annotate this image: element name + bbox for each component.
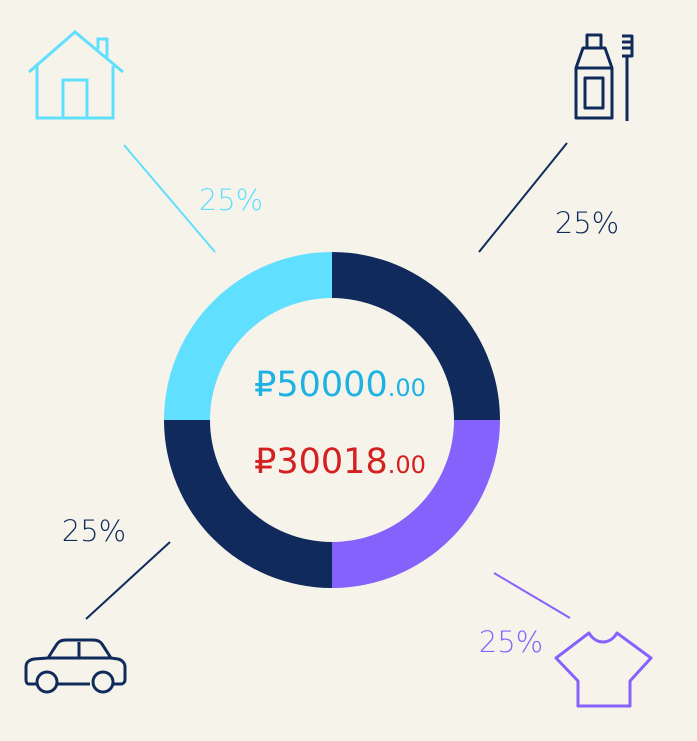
percent-label-hygiene: 25% bbox=[555, 206, 619, 240]
donut-ring bbox=[164, 252, 500, 588]
house-icon bbox=[28, 30, 124, 120]
budget-currency: ₽ bbox=[254, 365, 276, 405]
toothpaste-toothbrush-icon bbox=[574, 33, 634, 121]
leader-line-transport bbox=[85, 541, 171, 620]
spent-amount: ₽30018.00 bbox=[254, 442, 426, 482]
budget-integer: 50000 bbox=[276, 365, 387, 405]
budget-cents: .00 bbox=[388, 374, 426, 402]
percent-label-household: 25% bbox=[199, 183, 263, 217]
percent-label-clothing: 25% bbox=[479, 625, 543, 659]
spent-currency: ₽ bbox=[254, 442, 276, 482]
percent-label-transport: 25% bbox=[62, 514, 126, 548]
leader-line-hygiene bbox=[478, 142, 568, 253]
leader-line-clothing bbox=[493, 572, 571, 619]
spent-cents: .00 bbox=[388, 451, 426, 479]
leader-line-household bbox=[123, 144, 216, 253]
tshirt-icon bbox=[554, 631, 653, 708]
spent-integer: 30018 bbox=[276, 442, 387, 482]
car-icon bbox=[24, 638, 127, 694]
budget-amount: ₽50000.00 bbox=[254, 365, 426, 405]
